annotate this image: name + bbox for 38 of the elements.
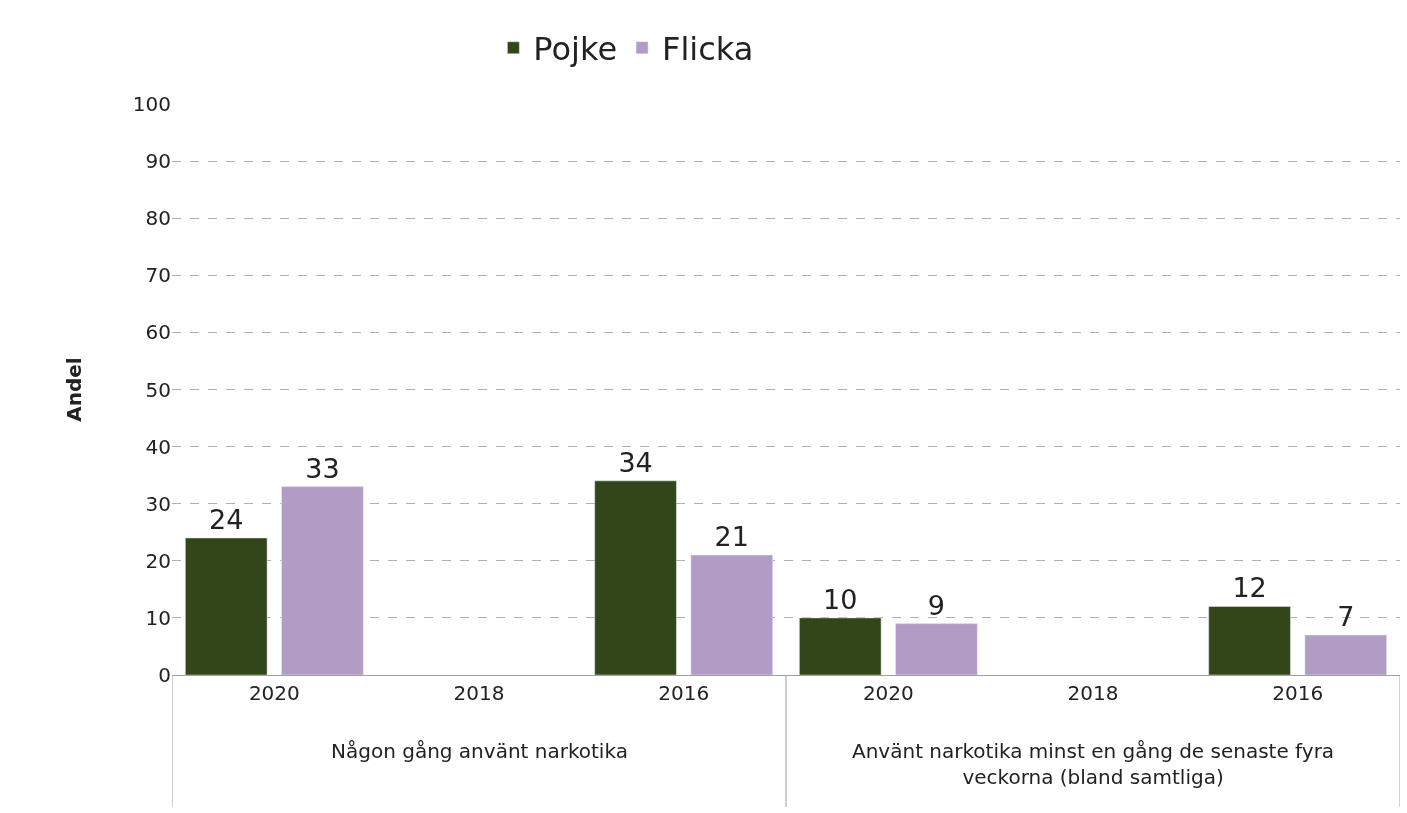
x-tick-label: 2016 bbox=[1272, 681, 1324, 705]
y-tick-label: 0 bbox=[158, 663, 171, 687]
data-label: 33 bbox=[305, 452, 340, 484]
text: Använt narkotika minst en gång de senaste fyra veckorna (bland samtliga) bbox=[852, 739, 1335, 789]
data-label: 7 bbox=[1337, 601, 1355, 633]
bar bbox=[1208, 606, 1291, 675]
bar bbox=[895, 623, 978, 675]
data-label: 10 bbox=[823, 583, 858, 615]
data-label: 24 bbox=[209, 503, 244, 535]
x-tick-label: 2020 bbox=[862, 681, 914, 705]
bar bbox=[594, 480, 677, 675]
y-tick-label: 50 bbox=[145, 377, 171, 402]
y-tick-label: 30 bbox=[145, 491, 171, 516]
data-label: 21 bbox=[714, 521, 749, 553]
y-tick-label: 40 bbox=[145, 434, 171, 459]
bar bbox=[690, 554, 773, 675]
bar bbox=[281, 486, 364, 675]
y-tick-label: 80 bbox=[145, 206, 171, 231]
x-tick-label: 2020 bbox=[248, 681, 300, 705]
data-label: 9 bbox=[927, 589, 946, 621]
legend-label: Flicka bbox=[662, 30, 754, 69]
data-label: 12 bbox=[1232, 572, 1267, 604]
text: Någon gång använt narkotika bbox=[331, 739, 628, 763]
y-tick-label: 70 bbox=[145, 263, 171, 288]
y-tick-label: 100 bbox=[132, 92, 171, 116]
y-tick-label: 20 bbox=[145, 548, 171, 573]
y-tick-label: 60 bbox=[145, 320, 171, 345]
x-tick-label: 2018 bbox=[1067, 681, 1119, 705]
bar bbox=[1304, 634, 1387, 675]
y-tick-label: 10 bbox=[145, 605, 171, 630]
x-tick-label: 2016 bbox=[658, 681, 710, 705]
bar bbox=[799, 617, 882, 675]
x-tick-label: 2018 bbox=[453, 681, 505, 705]
y-axis-title: Andel bbox=[62, 357, 87, 422]
bar bbox=[185, 537, 268, 675]
legend-label: Pojke bbox=[533, 30, 618, 69]
y-tick-label: 90 bbox=[145, 149, 171, 174]
data-label: 34 bbox=[618, 446, 653, 478]
